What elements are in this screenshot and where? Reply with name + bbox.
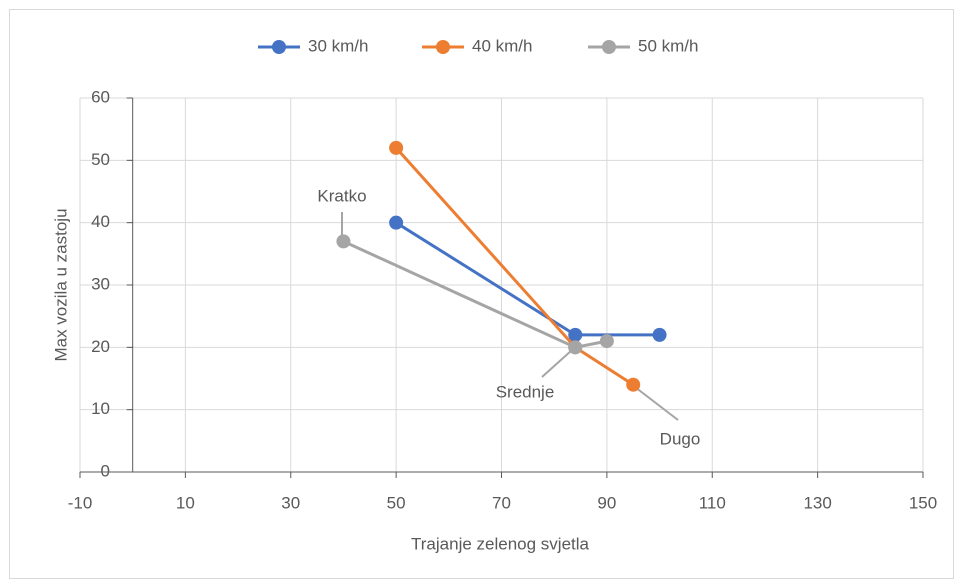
annotation-leader bbox=[634, 386, 679, 421]
data-point bbox=[389, 215, 404, 230]
annotation: Kratko bbox=[317, 186, 366, 205]
x-tick-label: 130 bbox=[803, 493, 831, 512]
y-tick-label: 40 bbox=[91, 212, 110, 231]
x-tick-label: 30 bbox=[281, 493, 300, 512]
legend-marker bbox=[272, 40, 286, 54]
data-point bbox=[626, 377, 641, 392]
x-tick-label: 10 bbox=[176, 493, 195, 512]
y-tick-label: 20 bbox=[91, 337, 110, 356]
y-tick-label: 10 bbox=[91, 399, 110, 418]
annotation-leader bbox=[541, 349, 573, 378]
annotation: Dugo bbox=[660, 429, 701, 448]
x-tick-label: 90 bbox=[597, 493, 616, 512]
data-point bbox=[568, 340, 583, 355]
x-tick-label: 150 bbox=[909, 493, 937, 512]
legend-label: 30 km/h bbox=[308, 36, 368, 55]
legend-label: 50 km/h bbox=[638, 36, 698, 55]
data-point bbox=[336, 234, 351, 249]
x-axis-title: Trajanje zelenog svjetla bbox=[411, 534, 590, 553]
data-point bbox=[389, 140, 404, 155]
y-tick-label: 30 bbox=[91, 274, 110, 293]
data-point bbox=[652, 327, 667, 342]
legend-label: 40 km/h bbox=[472, 36, 532, 55]
data-point bbox=[568, 327, 583, 342]
y-axis-title: Max vozila u zastoju bbox=[51, 208, 70, 361]
legend-marker bbox=[602, 40, 616, 54]
y-tick-label: 0 bbox=[101, 461, 110, 480]
data-point bbox=[599, 334, 614, 349]
x-tick-label: 110 bbox=[699, 493, 726, 512]
y-tick-label: 60 bbox=[91, 87, 110, 106]
x-tick-label: -10 bbox=[68, 493, 93, 512]
annotation: Srednje bbox=[496, 382, 555, 401]
x-tick-label: 50 bbox=[387, 493, 406, 512]
chart-border bbox=[9, 9, 954, 579]
y-tick-label: 50 bbox=[91, 150, 110, 169]
legend-marker bbox=[436, 40, 450, 54]
x-tick-label: 70 bbox=[492, 493, 511, 512]
